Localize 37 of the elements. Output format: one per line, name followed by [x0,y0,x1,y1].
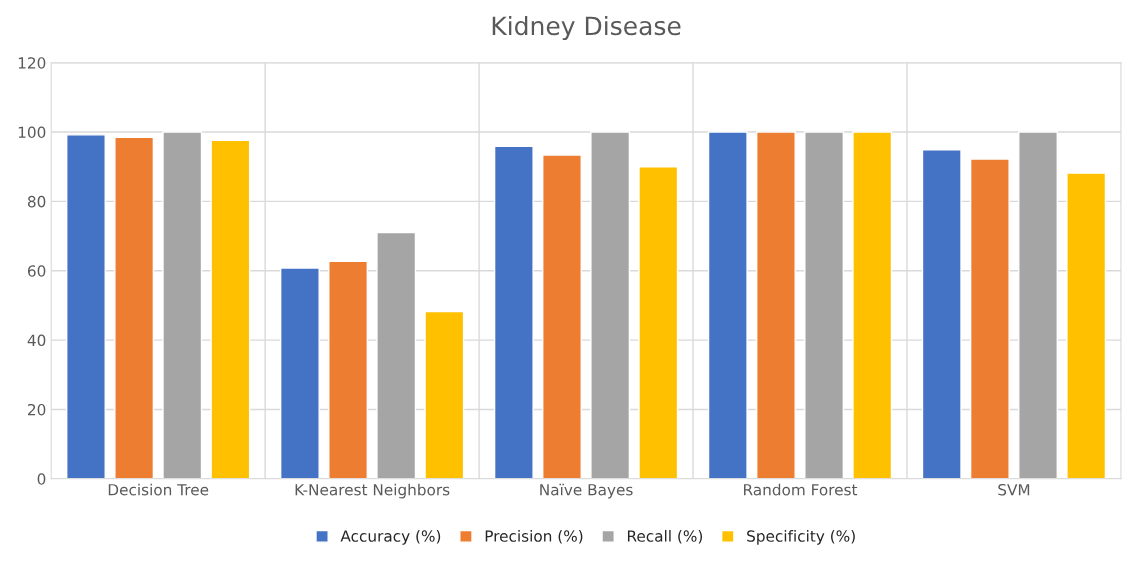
y-tick-label: 60 [27,265,46,277]
legend-label: Precision (%) [485,530,583,544]
y-tick-label: 40 [27,334,46,347]
bar [1066,172,1107,479]
y-tick-label: 20 [28,403,46,416]
bar [328,260,369,479]
chart-title: Kidney Disease [492,15,681,41]
y-tick-label: 120 [18,57,46,69]
x-tick-label: SVM [998,483,1030,496]
bar [590,131,631,479]
bar [424,310,465,479]
bar [162,131,203,479]
y-tick-label: 0 [37,473,46,485]
bar [921,149,962,479]
legend-label: Recall (%) [627,530,703,544]
x-tick-label: Decision Tree [108,483,209,496]
bar [638,166,679,479]
bar [542,154,582,479]
bar [707,131,748,479]
bar [1018,131,1058,479]
legend-label: Specificity (%) [747,530,855,545]
x-tick-label: Random Forest [744,483,858,496]
bar [279,267,320,479]
bar [210,139,251,479]
legend-label: Accuracy (%) [340,530,441,545]
bar [114,136,155,479]
bar [376,231,417,479]
y-tick-label: 100 [18,126,46,139]
y-tick-label: 80 [27,195,46,208]
bar [66,134,106,479]
bar [755,131,796,479]
x-tick-label: Naïve Bayes [540,483,633,499]
bar [969,158,1010,479]
bar [804,131,845,479]
bar [852,131,893,479]
bar [493,145,534,479]
x-tick-label: K-Nearest Neighbors [295,483,450,499]
